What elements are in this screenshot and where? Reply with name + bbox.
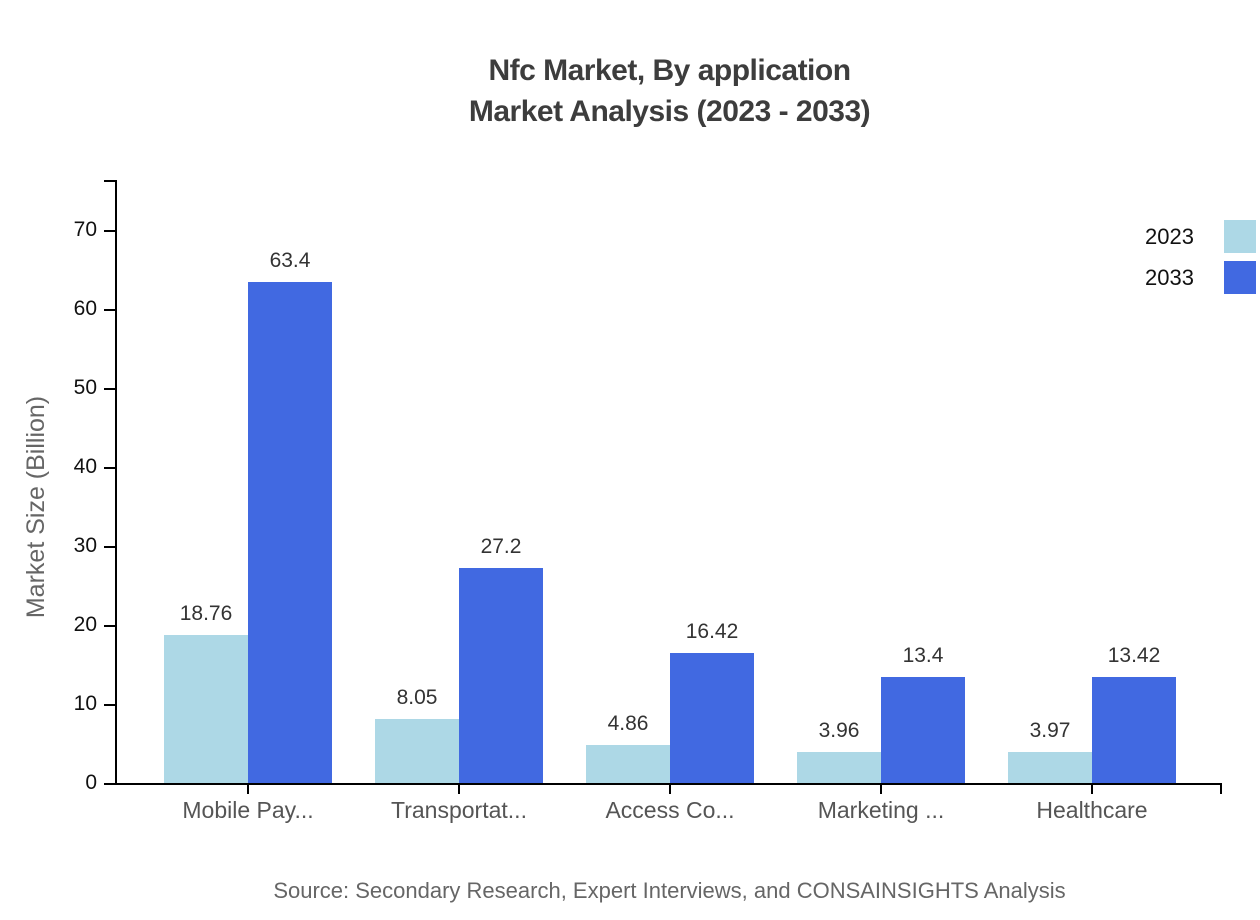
y-axis-endcap: [104, 180, 115, 182]
x-axis-label: Mobile Pay...: [182, 797, 314, 823]
bar-value-label: 18.76: [179, 601, 233, 625]
y-tick: [104, 467, 115, 469]
bar-value-label: 63.4: [269, 249, 311, 273]
bar-2023-group4: [797, 751, 881, 783]
y-tick-label: 70: [73, 218, 97, 241]
y-tick: [104, 546, 115, 548]
bar-2033-group4: [881, 677, 965, 783]
bar-value-label: 27.2: [480, 535, 522, 559]
x-tick: [458, 785, 460, 794]
x-tick: [880, 785, 882, 794]
bar-2033-group3: [670, 653, 754, 783]
legend-item: 2023: [1145, 220, 1256, 253]
source-note: Source: Secondary Research, Expert Inter…: [273, 878, 1066, 903]
y-tick: [104, 309, 115, 311]
bar-value-label: 4.86: [607, 711, 649, 735]
bar-2023-group2: [375, 719, 459, 783]
y-tick-label: 10: [73, 692, 97, 715]
y-tick-label: 30: [73, 534, 97, 557]
x-axis-endcap: [1220, 785, 1222, 794]
y-tick-label: 60: [73, 297, 97, 320]
legend-item: 2033: [1145, 261, 1256, 294]
legend-swatch: [1224, 261, 1256, 294]
y-tick: [104, 625, 115, 627]
y-tick-label: 40: [73, 455, 97, 478]
y-tick: [104, 704, 115, 706]
x-axis-label: Healthcare: [1036, 797, 1148, 823]
bar-value-label: 3.96: [818, 718, 860, 742]
chart-title: Nfc Market, By application Market Analys…: [117, 50, 1222, 132]
y-tick: [104, 230, 115, 232]
bar-value-label: 16.42: [685, 620, 739, 644]
chart-title-line2: Market Analysis (2023 - 2033): [468, 95, 871, 128]
bar-2033-group2: [459, 568, 543, 783]
x-axis-label: Transportat...: [391, 797, 527, 823]
y-tick: [104, 783, 115, 785]
x-tick: [247, 785, 249, 794]
legend-label: 2023: [1145, 223, 1194, 249]
x-axis-label: Access Co...: [605, 797, 735, 823]
x-tick: [669, 785, 671, 794]
bar-value-label: 8.05: [396, 686, 438, 710]
chart-legend: 2023 2033: [1145, 220, 1256, 302]
bar-2023-group5: [1008, 751, 1092, 783]
chart-title-line1: Nfc Market, By application: [488, 54, 851, 87]
bar-value-label: 13.42: [1107, 643, 1161, 667]
bar-value-label: 13.4: [902, 644, 944, 668]
bar-2023-group1: [164, 634, 248, 783]
x-axis-line: [115, 783, 1222, 785]
y-tick: [104, 388, 115, 390]
bar-2033-group1: [248, 282, 332, 783]
legend-label: 2033: [1145, 264, 1194, 290]
y-tick-label: 0: [85, 771, 97, 794]
x-axis-label: Marketing ...: [817, 797, 945, 823]
y-tick-label: 20: [73, 613, 97, 636]
x-tick: [1091, 785, 1093, 794]
bar-2033-group5: [1092, 676, 1176, 783]
y-axis-line: [115, 180, 117, 785]
bar-value-label: 3.97: [1029, 718, 1071, 742]
bar-2023-group3: [586, 744, 670, 783]
y-tick-label: 50: [73, 376, 97, 399]
legend-swatch: [1224, 220, 1256, 253]
